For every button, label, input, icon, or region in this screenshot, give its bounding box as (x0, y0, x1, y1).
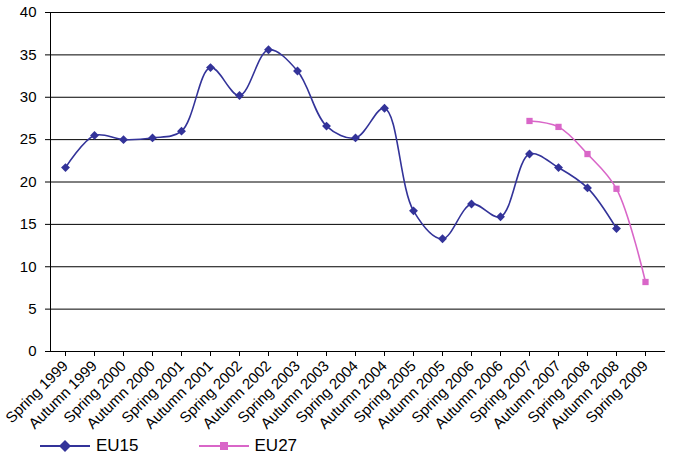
svg-text:5: 5 (28, 300, 36, 317)
svg-text:Spring 2001: Spring 2001 (117, 356, 187, 427)
svg-text:0: 0 (28, 342, 36, 359)
svg-text:Spring 2003: Spring 2003 (233, 356, 303, 427)
svg-text:Spring 2000: Spring 2000 (59, 356, 129, 427)
svg-text:20: 20 (20, 173, 37, 190)
svg-text:Spring 1999: Spring 1999 (1, 356, 71, 427)
svg-text:Spring 2002: Spring 2002 (175, 356, 245, 427)
svg-text:35: 35 (20, 46, 37, 63)
svg-text:30: 30 (20, 88, 37, 105)
svg-text:Spring 2007: Spring 2007 (465, 356, 535, 427)
html-text:EU15: EU15 (96, 436, 139, 455)
svg-text:Spring 2004: Spring 2004 (291, 356, 361, 427)
svg-text:25: 25 (20, 130, 37, 147)
svg-text:15: 15 (20, 215, 37, 232)
svg-text:Spring 2008: Spring 2008 (523, 356, 593, 427)
svg-text:40: 40 (20, 3, 37, 20)
svg-text:10: 10 (20, 258, 37, 275)
svg-text:Spring 2006: Spring 2006 (407, 356, 477, 427)
svg-text:Spring 2005: Spring 2005 (349, 356, 419, 427)
svg-text:Spring 2009: Spring 2009 (582, 357, 651, 426)
html-text:EU27: EU27 (254, 436, 298, 455)
